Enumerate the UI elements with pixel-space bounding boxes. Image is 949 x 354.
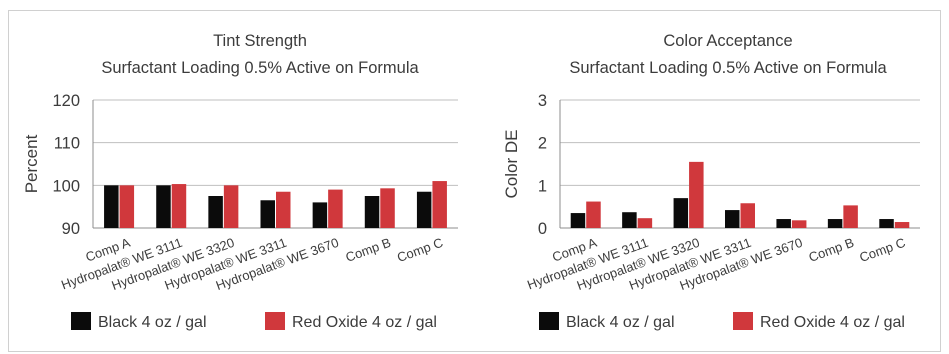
chart2-bar-black xyxy=(570,213,586,228)
chart2-y-tick-label: 3 xyxy=(538,92,547,110)
chart2-bar-red xyxy=(740,203,755,228)
chart2-bar-red xyxy=(894,222,910,228)
chart1-bar-red xyxy=(328,189,343,228)
chart1-y-axis-label: Percent xyxy=(22,134,41,193)
chart1-bar-black xyxy=(416,191,432,228)
chart2-legend-label: Red Oxide 4 oz / gal xyxy=(760,314,905,331)
chart2-title: Color Acceptance xyxy=(663,32,792,50)
chart2-y-tick-label: 2 xyxy=(538,135,547,153)
chart2-bar-black xyxy=(879,219,894,228)
chart2-y-tick-label: 1 xyxy=(538,177,547,195)
chart1-bar-black xyxy=(312,202,328,228)
chart2-y-axis-label: Color DE xyxy=(502,130,521,199)
chart2-legend-label: Black 4 oz / gal xyxy=(566,314,675,331)
chart1-y-tick-label: 90 xyxy=(62,220,80,238)
chart2-bar-black xyxy=(776,219,791,228)
chart2-x-tick-label: Comp C xyxy=(857,235,907,265)
chart1-y-tick-label: 110 xyxy=(54,135,80,153)
chart1-bar-red xyxy=(171,184,187,228)
chart1-legend-label: Black 4 oz / gal xyxy=(98,314,207,331)
chart2-x-tick-label: Comp B xyxy=(807,235,856,265)
chart2-bar-black xyxy=(725,210,740,228)
chart1-bar-black xyxy=(208,196,223,228)
chart1-y-tick-label: 120 xyxy=(52,92,80,110)
chart2-bar-black xyxy=(827,219,843,228)
chart2-bar-red xyxy=(689,161,704,228)
chart1-bar-red xyxy=(380,188,395,228)
chart2-bar-black xyxy=(673,198,689,228)
chart1-bar-red xyxy=(432,181,447,228)
chart2-legend-swatch xyxy=(539,312,559,330)
chart1-legend-swatch xyxy=(265,312,285,330)
chart1-bar-red xyxy=(223,185,239,228)
figure-frame xyxy=(8,10,941,352)
chart1-y-tick-label: 100 xyxy=(52,177,80,195)
chart2-bar-red xyxy=(637,218,653,228)
chart1-x-tick-label: Comp C xyxy=(395,235,445,265)
chart1-bar-black xyxy=(260,200,275,228)
chart1-bar-red xyxy=(276,191,291,228)
chart1-bar-black xyxy=(364,196,380,228)
chart2-bar-red xyxy=(791,220,807,228)
chart2-bar-black xyxy=(622,212,637,228)
chart1-title: Tint Strength xyxy=(213,32,307,50)
chart2-bar-red xyxy=(586,201,601,228)
chart1-legend-label: Red Oxide 4 oz / gal xyxy=(292,314,437,331)
chart1-x-tick-label: Comp B xyxy=(344,235,393,265)
chart1-bar-red xyxy=(119,185,135,228)
chart1-subtitle: Surfactant Loading 0.5% Active on Formul… xyxy=(101,59,419,77)
chart1-legend-swatch xyxy=(71,312,91,330)
chart2-y-tick-label: 0 xyxy=(538,220,547,238)
chart2-subtitle: Surfactant Loading 0.5% Active on Formul… xyxy=(569,59,887,77)
chart1-bar-black xyxy=(104,185,119,228)
chart2-bar-red xyxy=(843,205,858,228)
chart1-bar-black xyxy=(156,185,171,228)
chart2-legend-swatch xyxy=(733,312,753,330)
